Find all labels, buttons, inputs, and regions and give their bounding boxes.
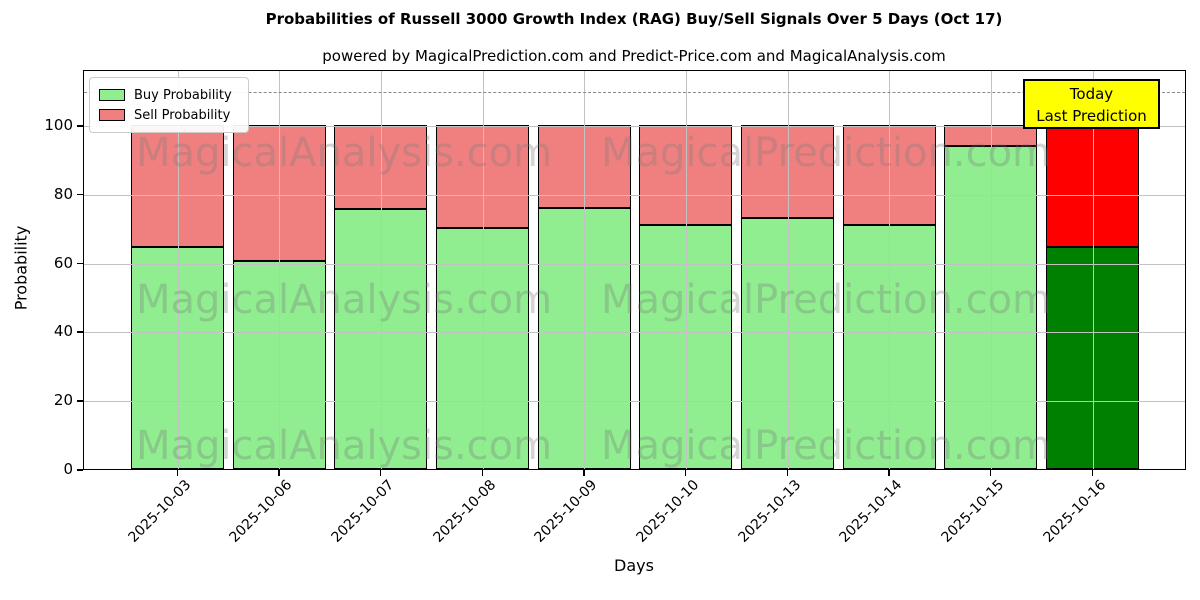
x-tick-mark bbox=[176, 470, 178, 476]
v-gridline bbox=[584, 71, 586, 469]
x-tick-label: 2025-10-09 bbox=[531, 477, 601, 546]
x-tick-mark bbox=[989, 470, 992, 476]
v-gridline bbox=[685, 71, 687, 469]
today-annotation-box: Today Last Prediction bbox=[1023, 79, 1160, 129]
x-tick-label: 2025-10-06 bbox=[226, 477, 296, 546]
v-gridline bbox=[279, 71, 281, 469]
x-tick-label: 2025-10-13 bbox=[734, 477, 804, 546]
annotation-line1: Today bbox=[1069, 85, 1114, 103]
annotation-line2: Last Prediction bbox=[1036, 107, 1147, 125]
y-tick-label: 60 bbox=[53, 253, 73, 272]
y-tick-mark bbox=[77, 400, 83, 402]
h-gridline bbox=[84, 401, 1185, 403]
x-tick-label: 2025-10-03 bbox=[124, 477, 194, 546]
sell-swatch-icon bbox=[99, 109, 125, 121]
x-axis-title: Days bbox=[614, 556, 654, 575]
y-tick-label: 0 bbox=[63, 460, 73, 478]
plot-area: MagicalAnalysis.com MagicalPrediction.com… bbox=[83, 70, 1186, 470]
y-tick-mark bbox=[77, 331, 83, 333]
x-tick-label: 2025-10-07 bbox=[328, 477, 398, 546]
v-gridline bbox=[990, 71, 992, 469]
h-gridline bbox=[84, 332, 1185, 334]
y-tick-mark bbox=[77, 193, 83, 196]
legend-label-sell: Sell Probability bbox=[134, 107, 231, 123]
legend: Buy Probability Sell Probability bbox=[89, 77, 249, 133]
x-tick-label: 2025-10-08 bbox=[429, 477, 499, 546]
h-gridline bbox=[84, 194, 1185, 196]
v-gridline bbox=[787, 71, 789, 469]
legend-item-sell: Sell Probability bbox=[99, 105, 238, 125]
x-tick-mark bbox=[684, 470, 687, 476]
h-gridline bbox=[84, 126, 1185, 127]
legend-label-buy: Buy Probability bbox=[134, 87, 232, 103]
y-tick-mark bbox=[77, 262, 83, 265]
x-tick-label: 2025-10-15 bbox=[938, 477, 1008, 546]
buy-swatch-icon bbox=[99, 89, 125, 101]
y-tick-label: 20 bbox=[53, 391, 73, 410]
x-tick-mark bbox=[583, 470, 585, 476]
threshold-dashed-line bbox=[84, 91, 1185, 93]
x-tick-mark bbox=[1091, 470, 1093, 476]
x-tick-mark bbox=[786, 470, 788, 476]
y-tick-label: 80 bbox=[53, 184, 73, 203]
x-tick-mark bbox=[888, 470, 890, 476]
y-tick-mark bbox=[77, 469, 83, 471]
v-gridline bbox=[889, 71, 891, 469]
chart-title: Probabilities of Russell 3000 Growth Ind… bbox=[265, 10, 1003, 28]
v-gridline bbox=[177, 71, 179, 469]
x-tick-mark bbox=[379, 470, 382, 476]
x-tick-label: 2025-10-14 bbox=[836, 477, 906, 546]
x-tick-label: 2025-10-10 bbox=[633, 477, 703, 546]
chart-subtitle: powered by MagicalPrediction.com and Pre… bbox=[322, 47, 946, 65]
y-tick-mark bbox=[77, 125, 83, 127]
v-gridline bbox=[380, 71, 382, 469]
v-gridline bbox=[1092, 71, 1094, 469]
x-tick-mark bbox=[278, 470, 280, 476]
y-tick-label: 40 bbox=[53, 322, 73, 341]
x-tick-label: 2025-10-16 bbox=[1039, 477, 1109, 546]
x-tick-mark bbox=[481, 470, 483, 476]
h-gridline bbox=[84, 263, 1185, 265]
legend-item-buy: Buy Probability bbox=[99, 85, 238, 105]
v-gridline bbox=[482, 71, 484, 469]
y-tick-label: 100 bbox=[44, 116, 73, 134]
y-axis-title: Probability bbox=[11, 225, 31, 311]
